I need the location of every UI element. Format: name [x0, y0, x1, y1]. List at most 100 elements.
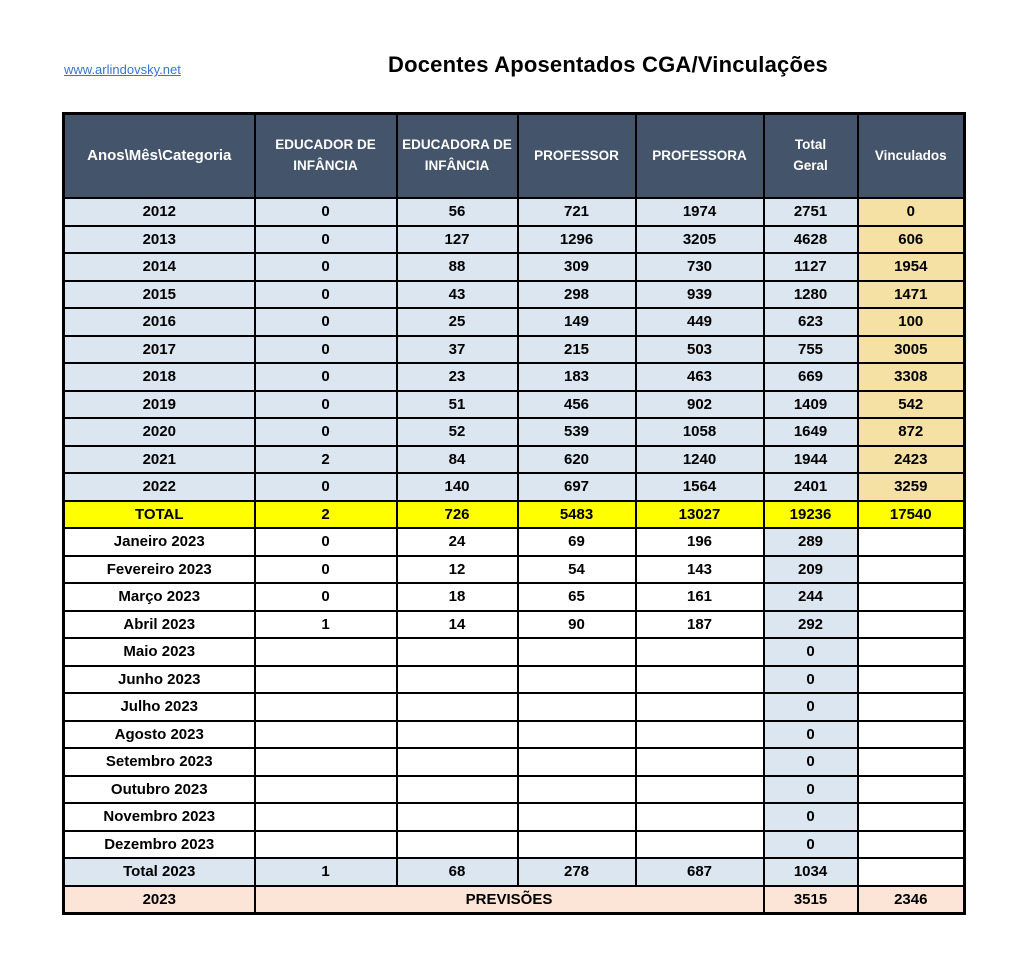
data-cell	[634, 802, 765, 832]
website-link[interactable]: www.arlindovsky.net	[64, 62, 181, 77]
data-cell: 1296	[516, 224, 637, 254]
data-cell	[856, 829, 966, 859]
data-cell: 215	[516, 334, 637, 364]
data-cell: 183	[516, 362, 637, 392]
data-cell: 0	[253, 527, 398, 557]
data-cell: 3205	[634, 224, 765, 254]
data-cell	[516, 802, 637, 832]
data-cell: 503	[634, 334, 765, 364]
data-cell: 149	[516, 307, 637, 337]
data-cell: 52	[395, 417, 519, 447]
data-cell	[856, 554, 966, 584]
data-cell	[395, 719, 519, 749]
data-cell	[253, 802, 398, 832]
data-cell: 3259	[856, 472, 966, 502]
data-cell: 463	[634, 362, 765, 392]
data-cell: 0	[253, 582, 398, 612]
data-cell: 1240	[634, 444, 765, 474]
data-cell: 1058	[634, 417, 765, 447]
data-cell: 456	[516, 389, 637, 419]
row-label-cell: Fevereiro 2023	[62, 554, 256, 584]
table-row: Setembro 2023 0	[62, 747, 966, 777]
data-cell	[395, 774, 519, 804]
table-row: Dezembro 2023 0	[62, 829, 966, 859]
row-label-cell: 2021	[62, 444, 256, 474]
data-cell: 3005	[856, 334, 966, 364]
data-cell: 0	[253, 334, 398, 364]
table-row: Julho 2023 0	[62, 692, 966, 722]
data-cell: 4628	[762, 224, 859, 254]
row-label-cell: 2020	[62, 417, 256, 447]
data-cell: 209	[762, 554, 859, 584]
row-label-cell: Junho 2023	[62, 664, 256, 694]
data-cell: 56	[395, 197, 519, 227]
data-cell: 0	[253, 197, 398, 227]
data-cell: 161	[634, 582, 765, 612]
table-row: Outubro 2023 0	[62, 774, 966, 804]
data-cell: 1127	[762, 252, 859, 282]
data-cell: 620	[516, 444, 637, 474]
data-cell	[516, 747, 637, 777]
data-cell	[856, 527, 966, 557]
data-cell: 0	[762, 664, 859, 694]
data-cell: 1564	[634, 472, 765, 502]
data-cell: 127	[395, 224, 519, 254]
data-cell: 0	[253, 279, 398, 309]
data-cell	[516, 637, 637, 667]
data-cell: 721	[516, 197, 637, 227]
data-cell	[395, 829, 519, 859]
row-label-cell: Julho 2023	[62, 692, 256, 722]
data-cell: 3515	[762, 884, 859, 915]
data-cell: 2401	[762, 472, 859, 502]
data-cell: 449	[634, 307, 765, 337]
data-cell: 1471	[856, 279, 966, 309]
data-cell: 1409	[762, 389, 859, 419]
data-cell	[634, 637, 765, 667]
data-cell: 5483	[516, 499, 637, 529]
data-cell: 0	[856, 197, 966, 227]
table-row: Total 2023 1 68 278 687 1034	[62, 857, 966, 887]
data-cell	[253, 637, 398, 667]
row-label-cell: 2016	[62, 307, 256, 337]
data-cell: 939	[634, 279, 765, 309]
data-cell: 0	[253, 362, 398, 392]
table-row: Junho 2023 0	[62, 664, 966, 694]
data-cell: 289	[762, 527, 859, 557]
data-cell: 298	[516, 279, 637, 309]
column-header-vinculados: Vinculados	[856, 112, 966, 199]
data-cell	[395, 692, 519, 722]
table-row: Agosto 2023 0	[62, 719, 966, 749]
data-cell	[253, 829, 398, 859]
data-cell: 100	[856, 307, 966, 337]
table-row: 2023 PREVISÕES 3515 2346	[62, 884, 966, 915]
data-cell: 0	[253, 554, 398, 584]
data-cell: 18	[395, 582, 519, 612]
column-header-total-geral: Total Geral	[762, 112, 859, 199]
data-cell	[395, 802, 519, 832]
table-row: 2020 0 52 539 1058 1649 872	[62, 417, 966, 447]
data-cell: 2423	[856, 444, 966, 474]
data-cell	[516, 692, 637, 722]
data-cell: 84	[395, 444, 519, 474]
data-cell: 65	[516, 582, 637, 612]
data-cell: 68	[395, 857, 519, 887]
table-row: 2018 0 23 183 463 669 3308	[62, 362, 966, 392]
data-cell	[856, 747, 966, 777]
data-cell	[253, 692, 398, 722]
data-cell	[856, 582, 966, 612]
data-cell: 755	[762, 334, 859, 364]
table-row: Maio 2023 0	[62, 637, 966, 667]
row-label-cell: Total 2023	[62, 857, 256, 887]
data-cell: 0	[762, 774, 859, 804]
data-cell: 17540	[856, 499, 966, 529]
data-cell: 2751	[762, 197, 859, 227]
data-cell: 43	[395, 279, 519, 309]
data-cell: 143	[634, 554, 765, 584]
table-row: 2017 0 37 215 503 755 3005	[62, 334, 966, 364]
column-header-professor: PROFESSOR	[516, 112, 637, 199]
data-cell: 14	[395, 609, 519, 639]
table-row: 2019 0 51 456 902 1409 542	[62, 389, 966, 419]
data-cell	[856, 664, 966, 694]
data-cell	[253, 774, 398, 804]
data-cell: 1	[253, 857, 398, 887]
